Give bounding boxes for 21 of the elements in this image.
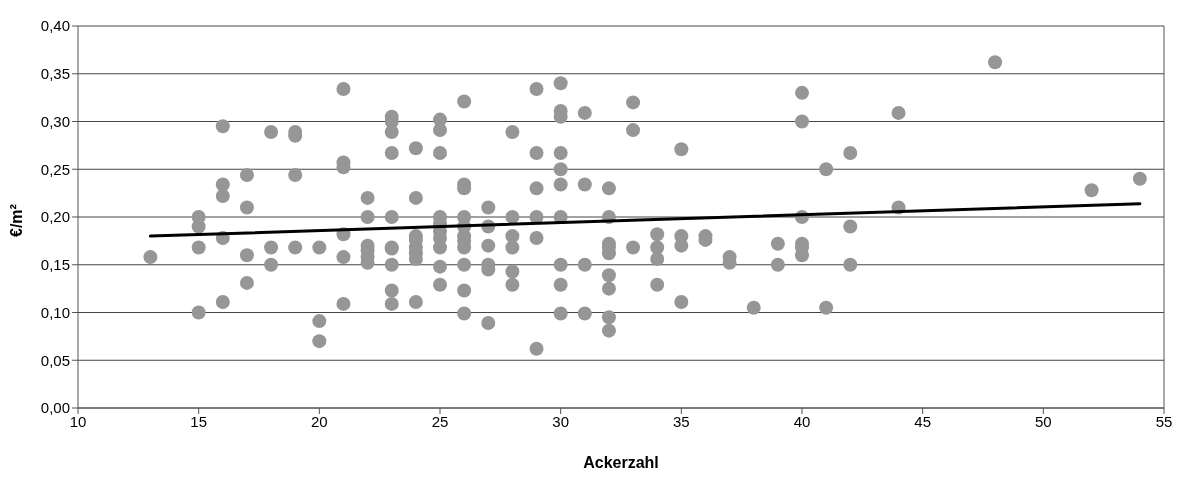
y-tick-label: 0,15 (40, 256, 70, 274)
y-axis-title: €/m² (7, 204, 25, 237)
x-tick-label: 45 (914, 412, 932, 430)
x-tick-label: 20 (310, 412, 328, 430)
y-tick-label: 0,25 (40, 160, 70, 178)
x-tick-label: 40 (793, 412, 811, 430)
x-tick-label: 55 (1155, 412, 1173, 430)
x-tick-label: 35 (672, 412, 690, 430)
x-tick-label: 15 (190, 412, 208, 430)
y-tick-label: 0,20 (40, 208, 70, 226)
x-tick-label: 50 (1034, 412, 1052, 430)
x-axis-title: Ackerzahl (583, 454, 659, 471)
y-tick-label: 0,10 (40, 303, 70, 321)
y-tick-label: 0,05 (40, 351, 70, 369)
x-tick-label: 10 (69, 412, 87, 430)
y-tick-label: 0,00 (40, 399, 70, 417)
y-tick-label: 0,40 (40, 17, 70, 35)
y-tick-label: 0,30 (40, 112, 70, 130)
y-tick-label: 0,35 (40, 65, 70, 83)
x-tick-label: 25 (431, 412, 449, 430)
x-tick-label: 30 (552, 412, 570, 430)
